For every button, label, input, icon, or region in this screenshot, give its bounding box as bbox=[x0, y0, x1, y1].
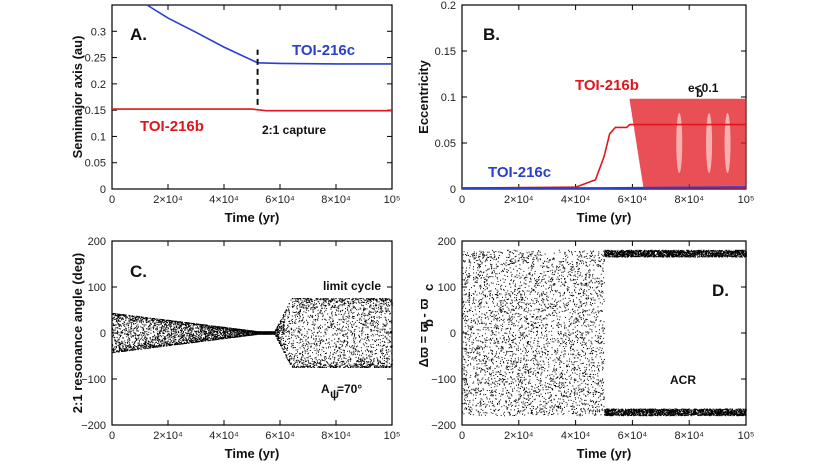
panel-d-xtick-label: 0 bbox=[459, 430, 465, 442]
panel-b-xtick-label: 8×10⁴ bbox=[674, 194, 704, 206]
panel-c-xtick-label: 10⁵ bbox=[384, 430, 401, 442]
panel-b-label-toi216c: TOI-216c bbox=[488, 164, 551, 181]
panel-b-ytick-label: 0.1 bbox=[441, 92, 456, 104]
panel-c-amp-subscript: ψ bbox=[330, 387, 339, 401]
panel-a-ytick-label: 0.15 bbox=[85, 105, 106, 117]
panel-d-xtick-label: 4×10⁴ bbox=[561, 430, 591, 442]
panel-b-ytick-label: 0.05 bbox=[435, 138, 456, 150]
panel-c-ytick-label: 100 bbox=[88, 282, 106, 294]
panel-c-ytick-label: 0 bbox=[100, 328, 106, 340]
panel-d-label: D. bbox=[712, 281, 729, 300]
panel-b-xtick-label: 2×10⁴ bbox=[504, 194, 534, 206]
panel-b-xtick-label: 4×10⁴ bbox=[561, 194, 591, 206]
panel-a: 0 2×10⁴ 4×10⁴ 6×10⁴ 8×10⁴ 10⁵ 0 0.05 0.1 0.15 0.2 0… bbox=[70, 4, 401, 225]
panel-b-xlabel: Time (yr) bbox=[577, 210, 632, 225]
panel-a-series-toi-216b bbox=[112, 108, 392, 112]
panel-a-capture-label: 2:1 capture bbox=[262, 123, 326, 137]
panel-c-xtick-label: 2×10⁴ bbox=[153, 430, 183, 442]
panel-c-ylabel: 2:1 resonance angle (deg) bbox=[70, 253, 85, 413]
panel-a-label-toi216c: TOI-216c bbox=[292, 42, 355, 59]
panel-a-xtick-label: 6×10⁴ bbox=[265, 194, 295, 206]
panel-a-ytick-label: 0 bbox=[100, 184, 106, 196]
panel-b-ytick-label: 0.15 bbox=[435, 46, 456, 58]
panel-c-xtick-label: 0 bbox=[109, 430, 115, 442]
panel-d-ylabel-sub-c: c bbox=[421, 284, 436, 291]
panel-b-bead-2 bbox=[724, 113, 731, 173]
panel-c-xtick-label: 4×10⁴ bbox=[209, 430, 239, 442]
panel-d-ylabel-group: Δϖ = ϖ - ϖ b c bbox=[416, 284, 436, 368]
panel-b-bead-0 bbox=[676, 113, 683, 173]
panel-c-scatter-points bbox=[112, 298, 393, 368]
panel-c-ytick-label: 200 bbox=[88, 236, 106, 248]
panel-b-xtick-label: 10⁵ bbox=[738, 194, 755, 206]
panel-d-xtick-label: 8×10⁴ bbox=[674, 430, 704, 442]
panel-b-limit-subscript: b bbox=[696, 86, 703, 100]
panel-b-xtick-label: 6×10⁴ bbox=[618, 194, 648, 206]
panel-a-frame bbox=[111, 4, 393, 190]
panel-d-acr-label: ACR bbox=[670, 373, 696, 387]
panel-d-scatter-points bbox=[462, 249, 747, 417]
panel-c-ytick-label: −100 bbox=[81, 374, 106, 386]
panel-d-ytick-label: 200 bbox=[438, 236, 456, 248]
panel-a-xtick-label: 10⁵ bbox=[384, 194, 401, 206]
panel-d: 0 2×10⁴ 4×10⁴ 6×10⁴ 8×10⁴ 10⁵−200−1000100200 … bbox=[416, 236, 754, 461]
panel-c-amp-value: =70° bbox=[337, 382, 362, 396]
panel-c: 0 2×10⁴ 4×10⁴ 6×10⁴ 8×10⁴ 10⁵−200−1000100200 … bbox=[70, 236, 400, 461]
panel-b-series bbox=[461, 98, 747, 190]
panel-b-limit-text: e<0.1 bbox=[688, 81, 719, 95]
panel-d-xlabel: Time (yr) bbox=[577, 446, 632, 461]
panel-c-ytick-label: −200 bbox=[81, 420, 106, 432]
panel-a-xtick-label: 8×10⁴ bbox=[321, 194, 351, 206]
panel-d-xtick-label: 2×10⁴ bbox=[504, 430, 534, 442]
panel-d-ytick-label: −100 bbox=[431, 374, 456, 386]
panel-c-xtick-label: 8×10⁴ bbox=[321, 430, 351, 442]
panel-b-series-toi216b bbox=[461, 123, 746, 189]
panel-b-bead-1 bbox=[706, 113, 713, 173]
panel-a-ytick-label: 0.05 bbox=[85, 158, 106, 170]
panel-a-series-toi-216c bbox=[146, 4, 392, 65]
panel-b-ylabel: Eccentricity bbox=[416, 59, 431, 133]
panel-b: 0 2×10⁴ 4×10⁴ 6×10⁴ 8×10⁴ 10⁵00.050.10.150.2 … bbox=[416, 0, 754, 225]
panel-d-ylabel: Δϖ = ϖ - ϖ bbox=[416, 299, 431, 368]
panel-a-xtick-label: 2×10⁴ bbox=[153, 194, 183, 206]
panel-b-limit-label: e<0.1 bbox=[688, 81, 719, 95]
panel-b-series-toi216c bbox=[462, 186, 747, 190]
panel-d-dots bbox=[462, 249, 747, 417]
panel-a-ticks: 0 2×10⁴ 4×10⁴ 6×10⁴ 8×10⁴ 10⁵ 0 0.05 0.1 0.15 0.2 0… bbox=[85, 5, 401, 206]
panel-c-xtick-label: 6×10⁴ bbox=[265, 430, 295, 442]
panel-d-ytick-label: 100 bbox=[438, 282, 456, 294]
panel-b-xtick-label: 0 bbox=[459, 194, 465, 206]
panel-a-label-toi216b: TOI-216b bbox=[140, 118, 204, 135]
panel-a-xlabel: Time (yr) bbox=[225, 210, 280, 225]
panel-a-ytick-label: 0.25 bbox=[85, 53, 106, 65]
panel-c-xlabel: Time (yr) bbox=[225, 446, 280, 461]
panel-c-amp-label: A bbox=[321, 382, 330, 396]
panel-d-ytick-label: −200 bbox=[431, 420, 456, 432]
panel-a-xtick-label: 0 bbox=[109, 194, 115, 206]
panel-b-label-toi216b: TOI-216b bbox=[575, 77, 639, 94]
panel-c-ticks: 0 2×10⁴ 4×10⁴ 6×10⁴ 8×10⁴ 10⁵ −200 −100 0 100 200 bbox=[81, 236, 400, 442]
panel-d-xtick-label: 6×10⁴ bbox=[618, 430, 648, 442]
panel-d-ticks: 0 2×10⁴ 4×10⁴ 6×10⁴ 8×10⁴ 10⁵ −200 −100 0 100 200 bbox=[431, 236, 754, 442]
panel-c-label: C. bbox=[130, 262, 147, 281]
panel-a-ytick-label: 0.3 bbox=[91, 26, 106, 38]
panel-a-ytick-label: 0.1 bbox=[91, 131, 106, 143]
panel-d-xtick-label: 10⁵ bbox=[738, 430, 755, 442]
panel-a-ytick-label: 0.2 bbox=[91, 79, 106, 91]
panel-d-ytick-label: 0 bbox=[450, 328, 456, 340]
panel-a-ylabel: Semimajor axis (au) bbox=[70, 36, 85, 159]
panel-b-ytick-label: 0.2 bbox=[441, 0, 456, 12]
panel-b-label: B. bbox=[483, 25, 500, 44]
panel-d-ylabel-sub-b: b bbox=[421, 319, 436, 327]
panel-a-label: A. bbox=[130, 25, 147, 44]
panel-c-limit-cycle-label: limit cycle bbox=[323, 279, 381, 293]
panel-b-ticks: 0 2×10⁴ 4×10⁴ 6×10⁴ 8×10⁴ 10⁵ 0 0.05 0.1 0.15 0.2 bbox=[435, 0, 755, 206]
panel-a-xtick-label: 4×10⁴ bbox=[209, 194, 239, 206]
panel-b-ytick-label: 0 bbox=[450, 184, 456, 196]
panel-c-dots bbox=[112, 298, 393, 368]
panel-a-series bbox=[112, 4, 392, 112]
